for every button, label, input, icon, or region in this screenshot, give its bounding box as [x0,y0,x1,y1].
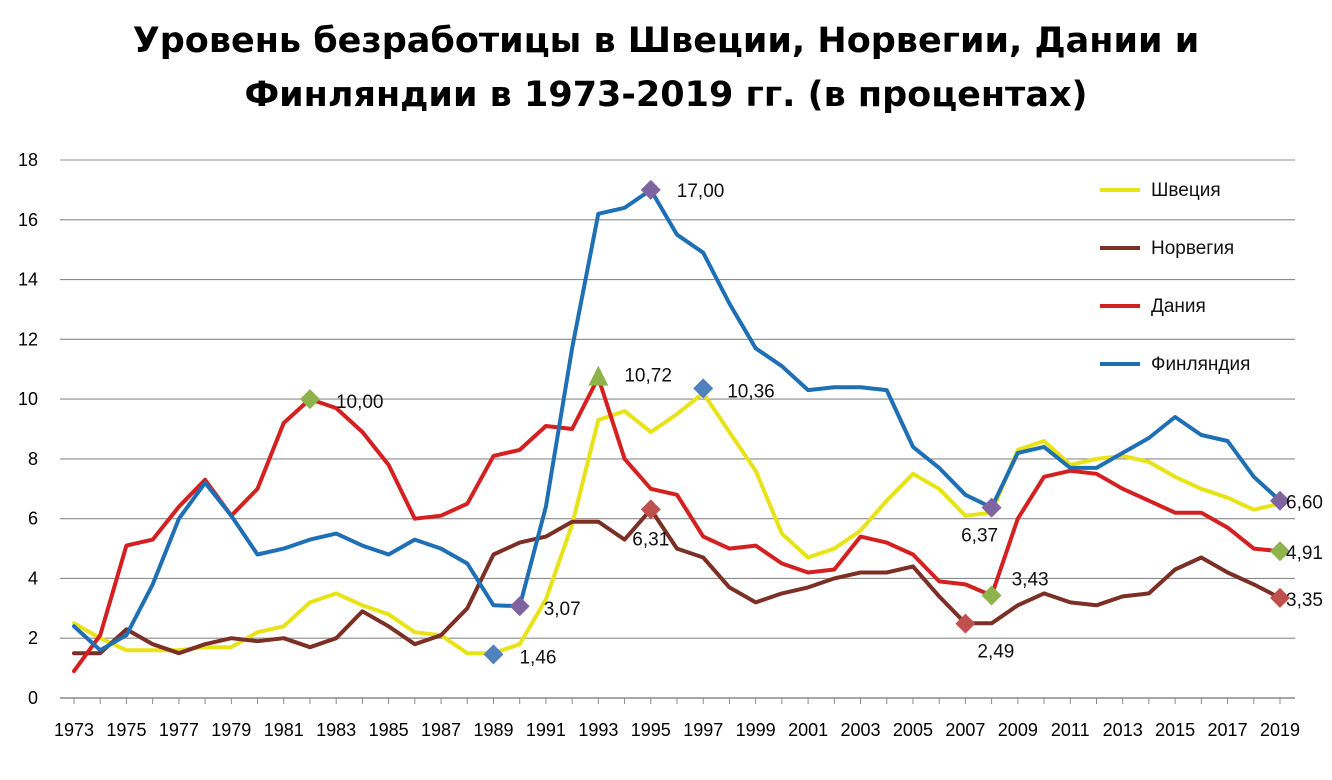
legend-label-3: Дания [1151,296,1206,317]
data-label-10-36: 10,36 [727,381,775,402]
x-tick-label-2001: 2001 [788,720,828,740]
data-label-1-46: 1,46 [519,647,556,668]
legend-label-2: Норвегия [1151,238,1234,259]
marker-3-43-8 [981,585,1002,606]
y-tick-label-8: 8 [28,449,38,469]
data-label-6-37: 6,37 [961,526,998,547]
x-tick-label-2015: 2015 [1155,720,1195,740]
legend-label-4: Финляндия [1151,354,1250,375]
x-tick-label-2003: 2003 [840,720,880,740]
x-tick-label-2019: 2019 [1260,720,1300,740]
chart-title: Уровень безработицы в Швеции, Норвегии, … [0,14,1332,122]
legend-label-1: Швеция [1151,180,1221,201]
x-tick-label-1991: 1991 [526,720,566,740]
x-tick-label-1999: 1999 [736,720,776,740]
marker-17-00-4 [640,179,661,200]
y-tick-label-18: 18 [18,150,38,170]
data-label-6-60: 6,60 [1286,493,1323,514]
x-tick-label-2011: 2011 [1051,720,1090,740]
marker-6-31-6 [640,499,661,520]
marker-3-07-3 [509,596,530,617]
data-label-2-49: 2,49 [977,642,1014,663]
y-tick-label-14: 14 [18,270,38,290]
y-tick-label-6: 6 [28,509,38,529]
data-label-3-35: 3,35 [1286,590,1323,611]
marker-2-49-9 [955,613,976,634]
series-line-1 [72,391,1282,656]
marker-6-37-7 [981,497,1002,518]
marker-10-72-1 [588,365,609,386]
x-tick-label-1997: 1997 [683,720,723,740]
data-label-3-07: 3,07 [544,599,581,620]
x-tick-label-2007: 2007 [945,720,985,740]
series-line-2 [72,507,1282,656]
data-label-10-00: 10,00 [336,392,384,413]
marker-4-91-11 [1270,541,1290,562]
x-tick-label-2017: 2017 [1208,720,1248,740]
x-tick-label-1995: 1995 [631,720,671,740]
marker-1-46-2 [483,644,504,665]
x-tick-label-1973: 1973 [54,720,94,740]
x-tick-label-1975: 1975 [106,720,146,740]
y-tick-label-2: 2 [28,628,38,648]
series-line-4 [72,187,1282,653]
chart-title-line-1: Уровень безработицы в Швеции, Норвегии, … [132,21,1200,61]
x-tick-label-1987: 1987 [421,720,461,740]
series-line-3 [72,375,1282,674]
data-label-17-00: 17,00 [677,181,725,202]
marker-10-00-0 [299,389,320,410]
chart-title-line-2: Финляндии в 1973-2019 гг. (в процентах) [244,75,1088,115]
y-tick-label-4: 4 [28,568,38,588]
data-label-3-43: 3,43 [1012,569,1049,590]
x-tick-label-2009: 2009 [998,720,1038,740]
y-tick-label-12: 12 [18,329,38,349]
marker-6-60-10 [1270,490,1290,511]
data-label-10-72: 10,72 [624,366,672,387]
x-tick-label-1981: 1981 [264,720,304,740]
marker-3-35-12 [1270,587,1290,608]
x-tick-label-1983: 1983 [316,720,356,740]
x-tick-label-1993: 1993 [578,720,618,740]
x-tick-label-2005: 2005 [893,720,933,740]
x-tick-label-1985: 1985 [369,720,409,740]
x-tick-label-2013: 2013 [1103,720,1143,740]
x-tick-label-1979: 1979 [211,720,251,740]
y-tick-label-10: 10 [18,389,38,409]
y-tick-label-16: 16 [18,210,38,230]
x-tick-label-1977: 1977 [159,720,199,740]
marker-10-36-5 [693,378,714,399]
data-label-4-91: 4,91 [1286,543,1323,564]
x-tick-label-1989: 1989 [473,720,513,740]
y-tick-label-0: 0 [28,688,38,708]
data-label-6-31: 6,31 [632,529,669,550]
